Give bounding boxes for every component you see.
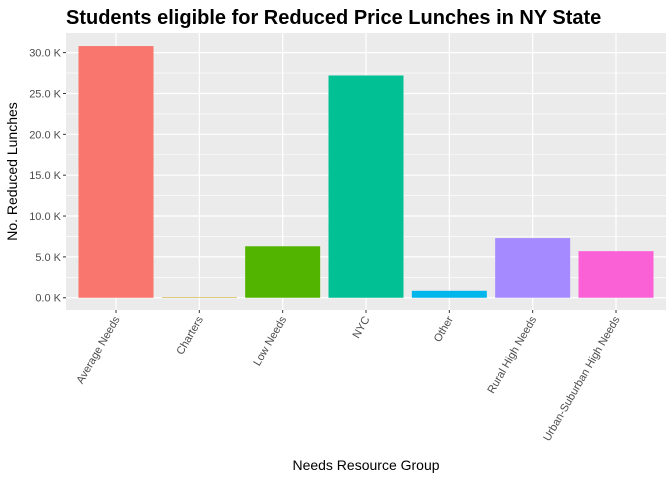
y-tick-label: 30.0 K — [29, 48, 61, 60]
y-axis: 0.0 K 5.0 K 10.0 K 15.0 K 20.0 K 25.0 K 30.0 K — [29, 48, 66, 305]
y-tick-label: 15.0 K — [29, 170, 61, 182]
bar — [495, 238, 571, 298]
y-tick-label: 5.0 K — [35, 252, 61, 264]
x-tick-label: Rural High Needs — [485, 314, 539, 396]
bars — [78, 46, 654, 298]
y-tick-label: 25.0 K — [29, 88, 61, 100]
bar — [411, 290, 487, 298]
y-axis-title: No. Reduced Lunches — [4, 102, 20, 241]
x-tick-label: Average Needs — [74, 314, 122, 386]
bar — [328, 75, 404, 298]
x-axis: Average Needs Charters Low Needs NYC Other Ru… — [74, 310, 623, 443]
bar — [78, 46, 154, 298]
x-tick-label: Urban-Suburban High Needs — [541, 314, 623, 443]
bar — [578, 251, 654, 298]
y-tick-label: 20.0 K — [29, 129, 61, 141]
y-tick-label: 0.0 K — [35, 293, 61, 305]
x-tick-label: Charters — [174, 314, 206, 357]
x-axis-title: Needs Resource Group — [292, 457, 439, 473]
bar — [245, 246, 321, 298]
y-tick-label: 10.0 K — [29, 211, 61, 223]
x-tick-label: NYC — [351, 314, 373, 340]
x-tick-label: Other — [432, 314, 456, 344]
x-tick-label: Low Needs — [251, 314, 289, 368]
bar — [161, 297, 237, 298]
chart-title: Students eligible for Reduced Price Lunc… — [66, 7, 601, 29]
